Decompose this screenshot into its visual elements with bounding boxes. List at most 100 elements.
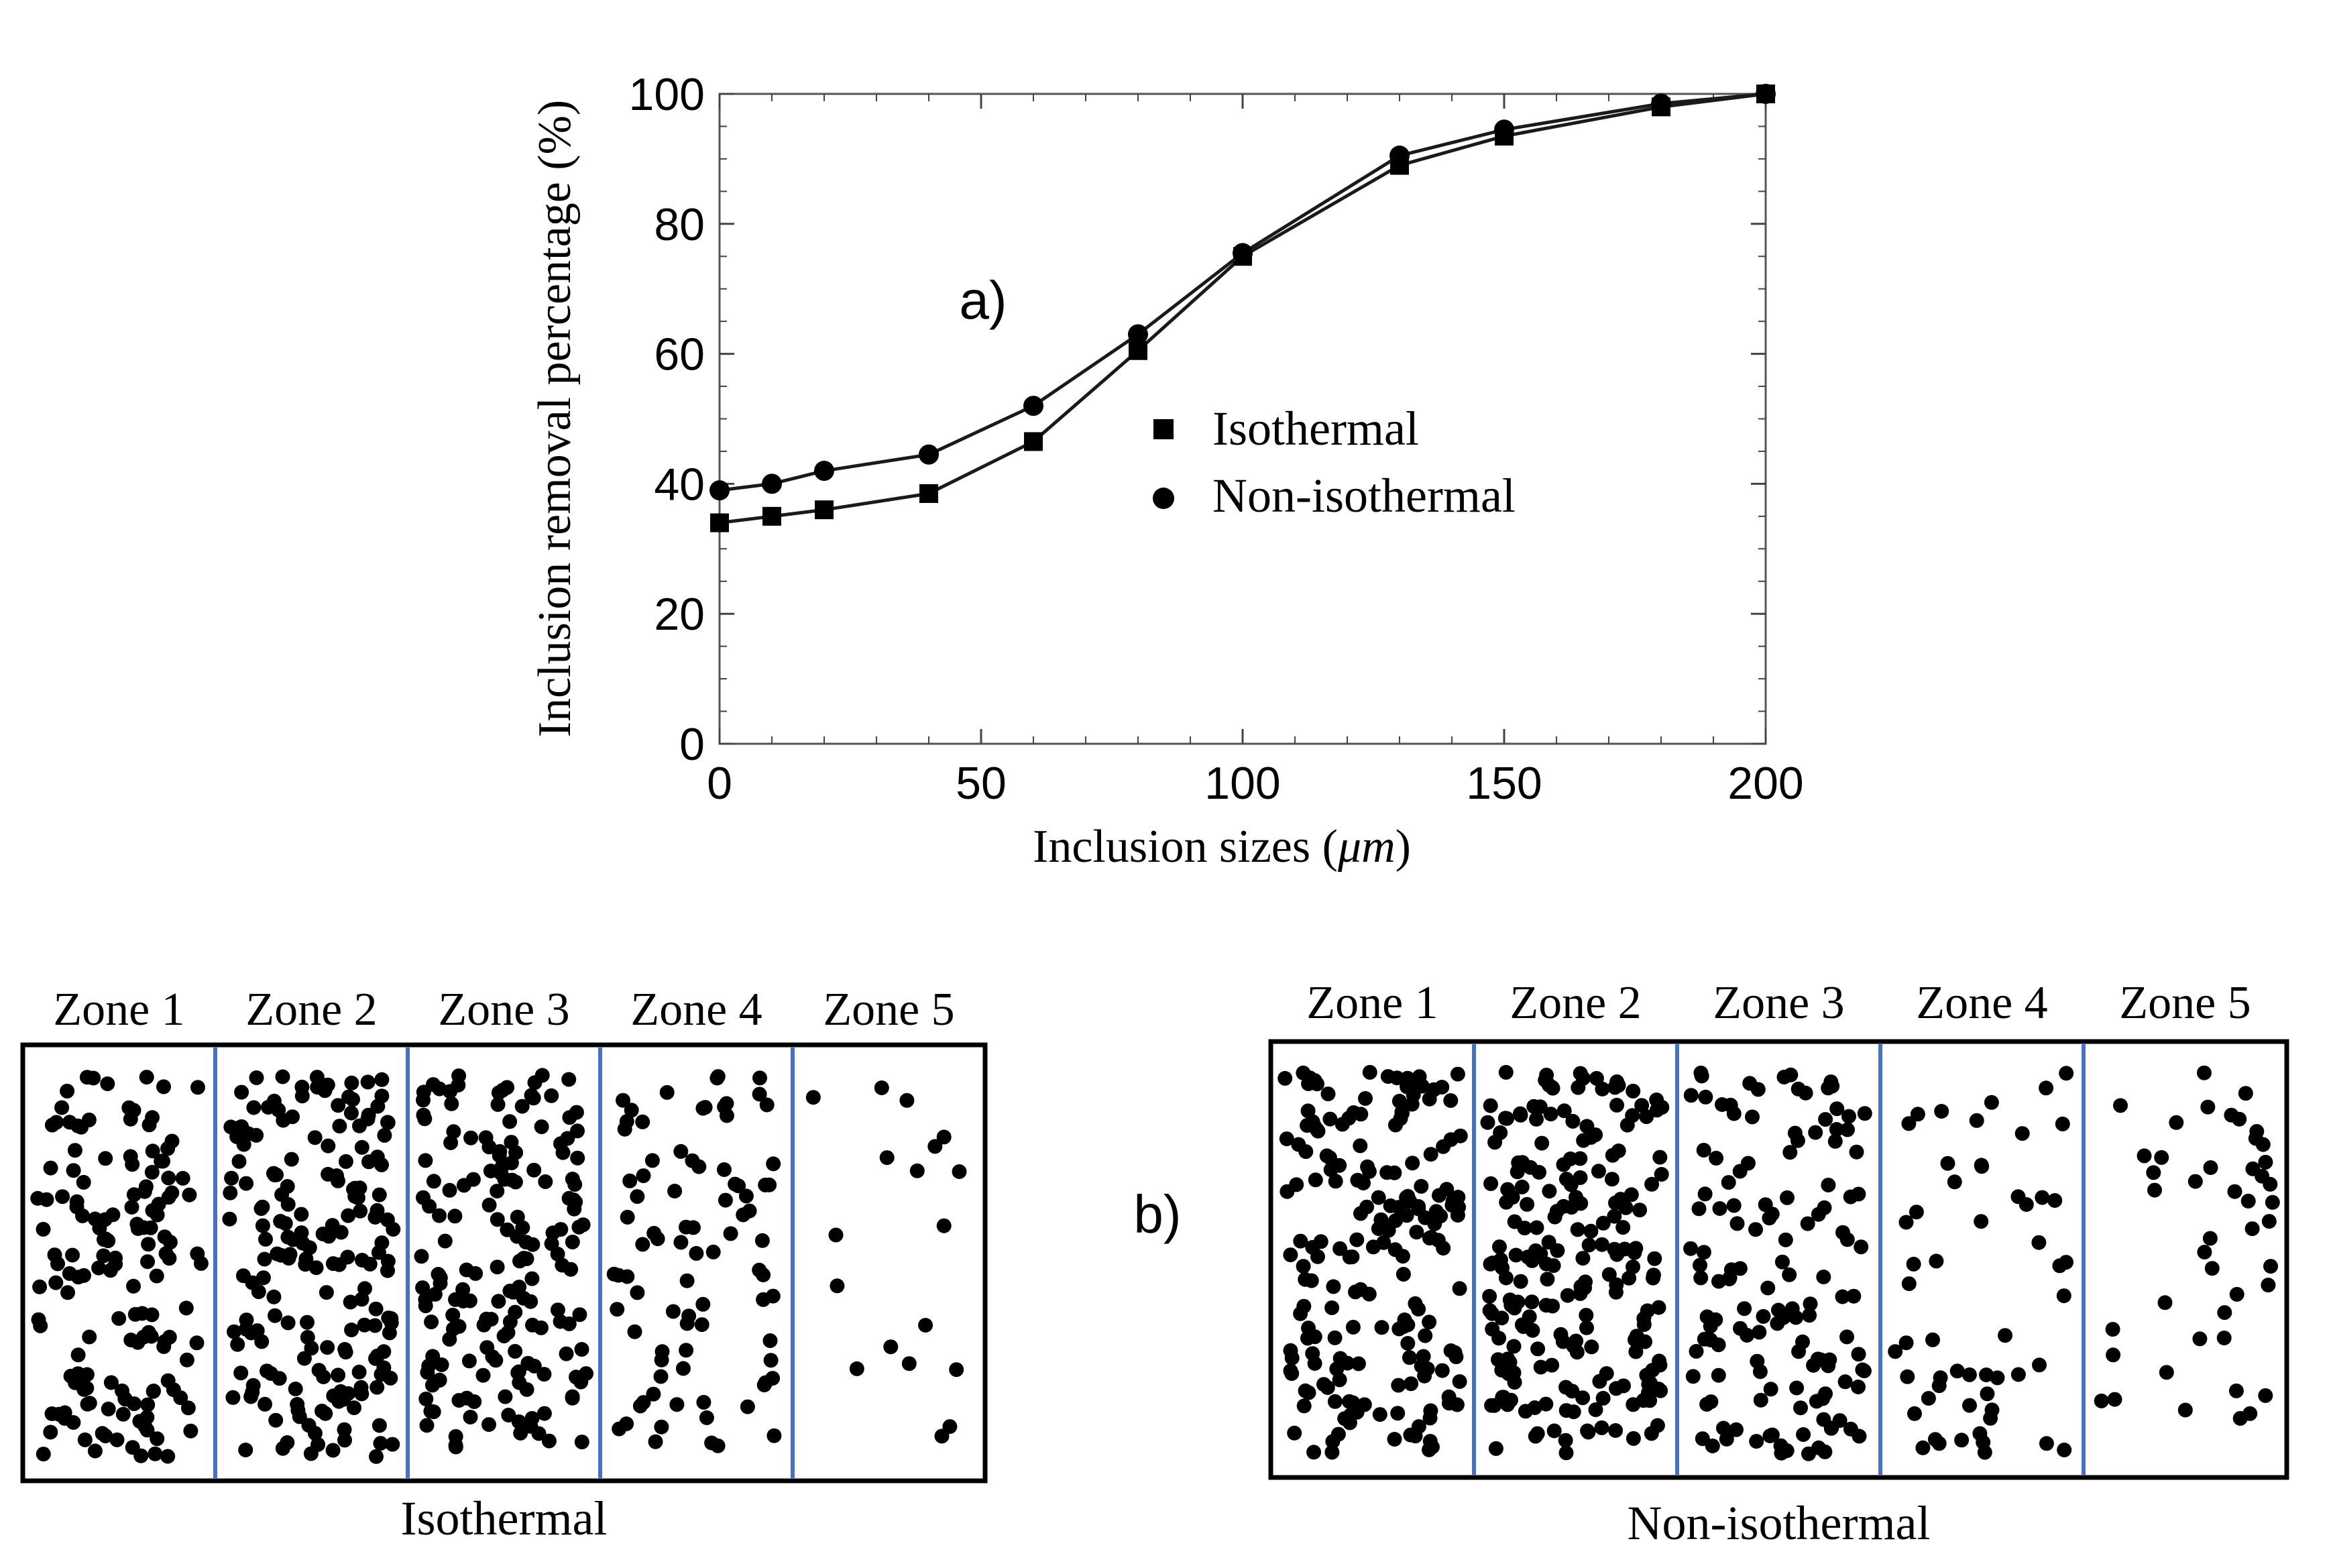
particle <box>1619 1117 1635 1133</box>
particle <box>1925 1332 1940 1347</box>
particle <box>1483 1098 1498 1113</box>
particle <box>1482 1288 1497 1304</box>
particle <box>1947 1174 1962 1190</box>
particle <box>1313 1234 1328 1249</box>
particle <box>98 1151 113 1166</box>
particle <box>234 1084 249 1100</box>
particle <box>494 1159 510 1174</box>
particle <box>1753 1392 1768 1408</box>
particle <box>149 1268 164 1284</box>
particle <box>565 1234 580 1249</box>
particle <box>360 1111 376 1127</box>
particle <box>1726 1198 1742 1213</box>
particle <box>1371 1190 1386 1205</box>
particle <box>344 1323 359 1337</box>
particle <box>2031 1235 2047 1250</box>
particle <box>490 1212 505 1227</box>
particle <box>536 1367 552 1382</box>
particle <box>1404 1376 1419 1392</box>
particle <box>312 1077 328 1093</box>
particle <box>1360 1159 1375 1174</box>
zone-label-4: Zone 4 <box>630 984 762 1035</box>
particle <box>1565 1113 1581 1129</box>
particle <box>705 1244 721 1259</box>
particle <box>2229 1286 2244 1302</box>
particle <box>179 1352 194 1367</box>
particle <box>276 1113 291 1128</box>
particle <box>1573 1170 1588 1185</box>
particle <box>1301 1385 1316 1400</box>
particle <box>2240 1193 2256 1209</box>
particle <box>1962 1398 1977 1413</box>
particle <box>180 1400 196 1416</box>
particle <box>572 1307 587 1323</box>
particle <box>48 1275 64 1290</box>
particle <box>1929 1253 1944 1269</box>
particle <box>1843 1189 1858 1205</box>
particle <box>679 1273 695 1288</box>
particle <box>1974 1214 1989 1229</box>
particle <box>1320 1086 1336 1102</box>
particle <box>2265 1194 2280 1210</box>
particle <box>127 1396 142 1412</box>
particle <box>2227 1184 2242 1199</box>
zone-label-2: Zone 2 <box>1510 977 1641 1029</box>
particle <box>622 1173 638 1188</box>
particle <box>424 1314 439 1330</box>
particle <box>1900 1369 1915 1384</box>
particle <box>1416 1349 1431 1364</box>
particle <box>1391 1378 1406 1393</box>
particle <box>1615 1220 1631 1235</box>
particle <box>426 1404 441 1420</box>
particle <box>1691 1201 1707 1217</box>
particle <box>444 1096 459 1111</box>
particle <box>538 1174 553 1189</box>
y-tick-label: 0 <box>679 719 705 770</box>
particle <box>2204 1261 2220 1276</box>
particle <box>1898 1335 1914 1351</box>
zone-label-4: Zone 4 <box>1916 977 2047 1029</box>
particle <box>360 1074 376 1090</box>
particle <box>502 1114 518 1129</box>
particle <box>524 1088 539 1103</box>
particle <box>1388 1213 1403 1229</box>
particle <box>510 1209 525 1225</box>
particle <box>432 1081 447 1097</box>
particle <box>160 1373 176 1388</box>
particle <box>446 1124 461 1139</box>
particle <box>1760 1280 1776 1296</box>
particle <box>553 1222 569 1237</box>
particle <box>1542 1184 1557 1199</box>
data-point-non-isothermal <box>709 480 730 501</box>
particle <box>828 1227 844 1243</box>
data-point-non-isothermal <box>1233 243 1253 264</box>
particle <box>936 1129 952 1145</box>
particle <box>101 1401 116 1416</box>
particle <box>481 1139 497 1155</box>
particle <box>1984 1095 1999 1110</box>
particle <box>97 1212 113 1227</box>
particle <box>1693 1270 1709 1286</box>
particle <box>1653 1383 1668 1398</box>
particle <box>1644 1176 1660 1192</box>
particle <box>266 1166 281 1181</box>
particle <box>111 1310 127 1326</box>
particle <box>243 1325 259 1341</box>
particle <box>54 1100 70 1115</box>
particle <box>145 1143 160 1159</box>
particle <box>146 1384 161 1398</box>
particle <box>659 1084 675 1100</box>
particle <box>343 1105 359 1121</box>
particle <box>96 1248 111 1264</box>
particle <box>1325 1434 1341 1449</box>
particle <box>1822 1352 1837 1367</box>
particle <box>1322 1111 1338 1127</box>
particle <box>1556 1103 1572 1119</box>
particle <box>1443 1093 1459 1108</box>
particle <box>140 1254 155 1270</box>
particle <box>511 1364 526 1380</box>
particle <box>699 1410 714 1425</box>
particle <box>145 1203 160 1218</box>
particle <box>418 1391 434 1406</box>
particle <box>70 1366 86 1382</box>
